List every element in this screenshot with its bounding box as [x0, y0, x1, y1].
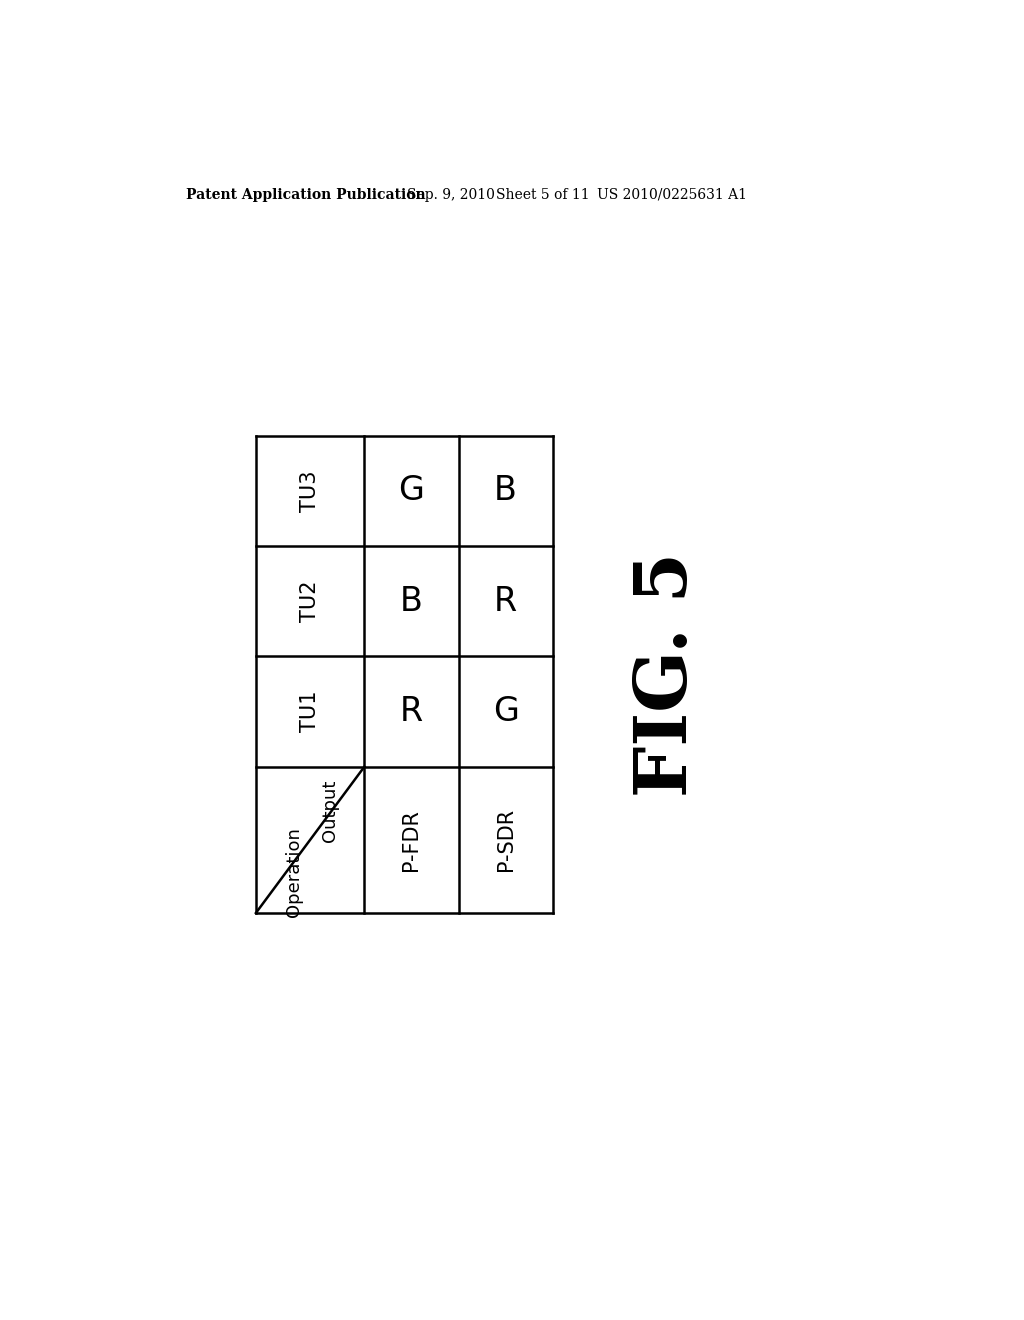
- Text: Sep. 9, 2010: Sep. 9, 2010: [407, 187, 495, 202]
- Text: Sheet 5 of 11: Sheet 5 of 11: [496, 187, 590, 202]
- Text: FIG. 5: FIG. 5: [631, 552, 702, 797]
- Text: G: G: [493, 696, 518, 729]
- Text: TU3: TU3: [300, 470, 321, 512]
- Text: TU2: TU2: [300, 581, 321, 622]
- Text: G: G: [398, 474, 424, 507]
- Text: P-SDR: P-SDR: [496, 808, 516, 871]
- Text: B: B: [400, 585, 423, 618]
- Text: Patent Application Publication: Patent Application Publication: [186, 187, 426, 202]
- Text: TU1: TU1: [300, 690, 321, 733]
- Text: Operation: Operation: [285, 828, 303, 917]
- Text: P-FDR: P-FDR: [401, 809, 422, 871]
- Text: Output: Output: [321, 779, 339, 842]
- Text: B: B: [495, 474, 517, 507]
- Text: R: R: [494, 585, 517, 618]
- Text: US 2010/0225631 A1: US 2010/0225631 A1: [597, 187, 746, 202]
- Text: R: R: [399, 696, 423, 729]
